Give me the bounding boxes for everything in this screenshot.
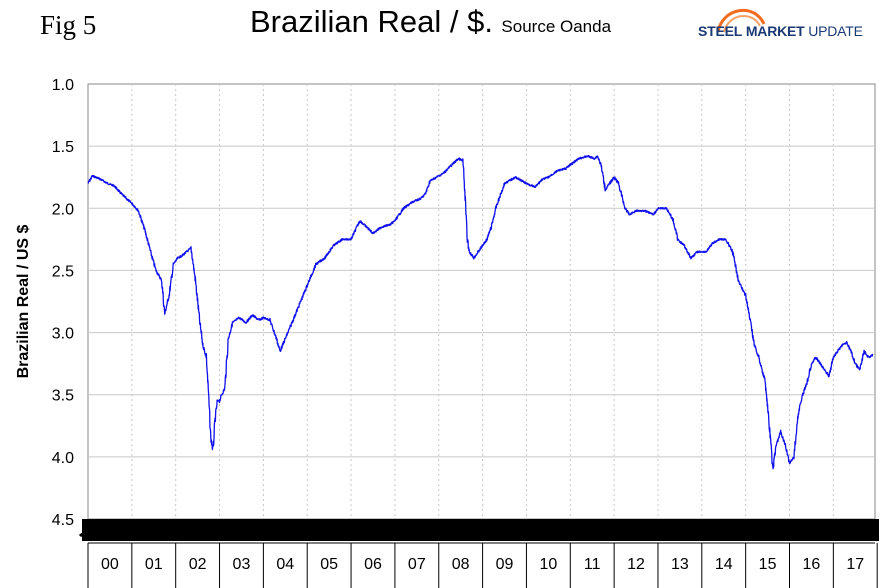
x-tick-label: 07 bbox=[408, 556, 426, 573]
x-tick-label: 06 bbox=[364, 556, 382, 573]
chart-title: Brazilian Real / $. Source Oanda bbox=[250, 4, 611, 40]
x-tick-label: 05 bbox=[320, 556, 338, 573]
x-tick-label: 03 bbox=[233, 556, 251, 573]
x-tick-label: 02 bbox=[189, 556, 207, 573]
axis-break-icon bbox=[78, 532, 98, 540]
x-tick-label: 16 bbox=[803, 556, 821, 573]
y-tick-label: 2.5 bbox=[52, 263, 74, 280]
chart-title-main: Brazilian Real / $. bbox=[250, 4, 493, 39]
x-tick-label: 11 bbox=[584, 556, 601, 573]
logo-market: MARKET bbox=[745, 23, 805, 39]
x-tick-label: 01 bbox=[145, 556, 163, 573]
y-axis-label: Brazilian Real / US $ bbox=[15, 224, 32, 378]
logo-swoosh-icon bbox=[716, 8, 766, 33]
x-tick-label: 04 bbox=[276, 556, 294, 573]
chart-source: Source Oanda bbox=[501, 17, 612, 36]
steel-market-update-logo: STEEL MARKET UPDATE bbox=[694, 2, 863, 46]
plot-area bbox=[87, 83, 876, 520]
x-tick-label: 13 bbox=[671, 556, 689, 573]
y-tick-label: 1.0 bbox=[52, 77, 74, 94]
x-tick-label: 17 bbox=[846, 556, 864, 573]
y-tick-label: 1.5 bbox=[52, 139, 74, 156]
x-tick-label: 15 bbox=[759, 556, 777, 573]
x-tick-label: 09 bbox=[496, 556, 514, 573]
logo-text: STEEL MARKET UPDATE bbox=[698, 23, 863, 39]
logo-steel: STEEL bbox=[698, 23, 743, 39]
x-tick-label: 14 bbox=[715, 556, 733, 573]
figure-label: Fig 5 bbox=[40, 10, 97, 40]
axis-band bbox=[82, 519, 879, 541]
x-tick-label: 08 bbox=[452, 556, 470, 573]
y-tick-label: 4.0 bbox=[52, 450, 74, 467]
x-tick-label: 10 bbox=[539, 556, 557, 573]
y-tick-label: 4.5 bbox=[52, 512, 74, 529]
y-tick-label: 3.0 bbox=[52, 326, 74, 343]
y-tick-label: 2.0 bbox=[52, 201, 74, 218]
logo-update: UPDATE bbox=[808, 23, 863, 39]
x-tick-label: 12 bbox=[627, 556, 645, 573]
x-tick-label: 00 bbox=[101, 556, 119, 573]
y-tick-label: 3.5 bbox=[52, 388, 74, 405]
series-line bbox=[87, 154, 874, 470]
